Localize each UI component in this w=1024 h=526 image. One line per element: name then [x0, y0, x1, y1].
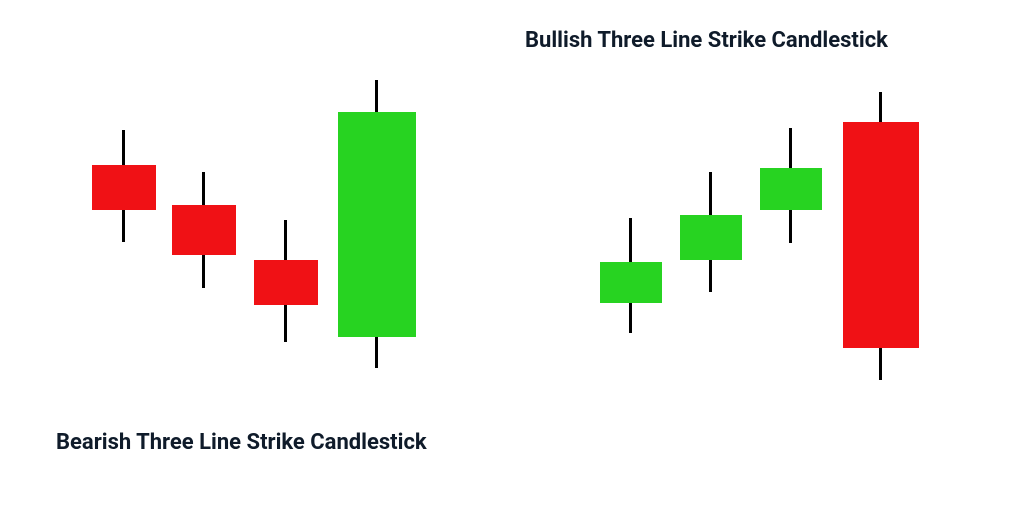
candle-body: [254, 260, 318, 305]
candle-body: [92, 165, 156, 210]
candlestick-diagram: Bullish Three Line Strike Candlestick Be…: [0, 0, 1024, 526]
bearish-title: Bearish Three Line Strike Candlestick: [56, 430, 427, 455]
candle-body: [172, 205, 236, 255]
candle-body: [843, 122, 919, 348]
candle-body: [760, 168, 822, 210]
candle-body: [600, 262, 662, 303]
bullish-title: Bullish Three Line Strike Candlestick: [525, 28, 888, 53]
candle-body: [680, 215, 742, 260]
candle-body: [338, 112, 416, 337]
